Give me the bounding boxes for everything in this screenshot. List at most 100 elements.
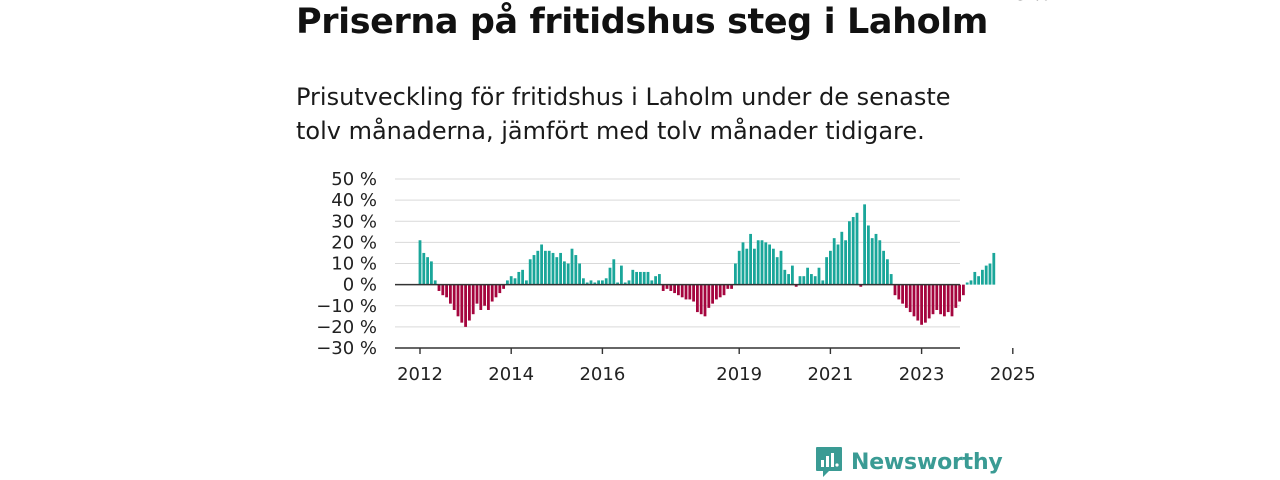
bar [456, 284, 460, 317]
bar [924, 284, 927, 323]
bar [536, 250, 540, 285]
bar [570, 248, 574, 285]
bar [612, 259, 616, 285]
bar [555, 257, 559, 285]
bar [498, 284, 502, 294]
bar [433, 280, 437, 285]
chart-subtitle: Prisutveckling för fritidshus i Laholm u… [296, 83, 951, 145]
bar [927, 284, 931, 319]
bar [870, 238, 874, 285]
bar [483, 284, 486, 306]
bar [851, 217, 855, 285]
axes [395, 283, 1014, 354]
bar [627, 280, 631, 285]
bar [528, 259, 532, 285]
chart-title: Priserna på fritidshus steg i Laholm [296, 2, 988, 42]
bar [487, 284, 490, 310]
bar [734, 263, 737, 285]
bar [829, 250, 832, 285]
bar [973, 271, 977, 285]
bar [806, 267, 809, 285]
bar [958, 284, 961, 302]
y-tick-label: 30 % [331, 211, 377, 232]
bar [585, 282, 589, 285]
bar [532, 255, 536, 285]
bar [566, 263, 570, 285]
bar [946, 284, 950, 313]
bar [707, 284, 711, 308]
y-tick-label: 0 % [343, 275, 377, 296]
bar [513, 278, 517, 285]
bar [540, 244, 543, 285]
bar [544, 250, 547, 285]
bar [984, 265, 988, 285]
bar [620, 265, 623, 285]
bar [741, 242, 745, 285]
x-tick-label: 2012 [397, 364, 443, 385]
bar [832, 238, 836, 285]
y-tick-label: 10 % [331, 254, 377, 275]
bar [650, 280, 654, 285]
bar [559, 252, 562, 285]
bar [836, 244, 840, 285]
bar [597, 280, 600, 285]
bar [882, 250, 885, 285]
bar [893, 284, 897, 296]
bar [939, 284, 942, 315]
bar [688, 284, 692, 300]
bar [490, 284, 494, 302]
bar [901, 284, 904, 304]
bar [905, 284, 908, 308]
bar [502, 284, 505, 289]
bar [768, 244, 771, 285]
bar [764, 242, 768, 285]
bar [950, 284, 954, 317]
bar [635, 271, 638, 285]
bar [646, 271, 650, 285]
bar [798, 276, 802, 285]
x-tick-label: 2019 [716, 364, 762, 385]
bar [802, 276, 806, 285]
bar [992, 252, 996, 285]
newsworthy-logo-icon [816, 447, 842, 477]
bar [692, 284, 695, 302]
bar [703, 284, 707, 317]
bar [962, 284, 965, 296]
bar [673, 284, 676, 294]
price-change-chart: 50 %40 %30 %20 %10 %0 %−10 %−20 %−30 % 20… [316, 0, 1050, 385]
bar [437, 284, 441, 291]
bar [848, 221, 851, 285]
bar [422, 252, 426, 285]
y-tick-label: 50 % [331, 169, 377, 190]
bar [631, 269, 635, 285]
bar [441, 284, 445, 296]
bar [418, 240, 422, 285]
bar [920, 284, 923, 325]
bar [772, 248, 775, 285]
bar [506, 280, 509, 285]
bar [658, 274, 661, 285]
bar [593, 282, 597, 285]
bar [475, 284, 479, 304]
bar [943, 284, 946, 317]
x-tick-label: 2021 [807, 364, 853, 385]
bar [604, 278, 608, 285]
bar [711, 284, 714, 304]
bar [642, 271, 646, 285]
bar [908, 284, 912, 313]
bar [521, 269, 524, 285]
bar [844, 240, 847, 285]
bar [669, 284, 673, 291]
bars [418, 204, 996, 327]
bar [969, 280, 973, 285]
bar [855, 212, 859, 285]
bar [468, 284, 471, 321]
bar [589, 280, 593, 285]
bar [684, 284, 688, 300]
bar [886, 259, 889, 285]
bar [608, 267, 612, 285]
bar [616, 282, 619, 285]
bar [578, 263, 581, 285]
bar [665, 284, 669, 289]
bar [840, 231, 844, 285]
